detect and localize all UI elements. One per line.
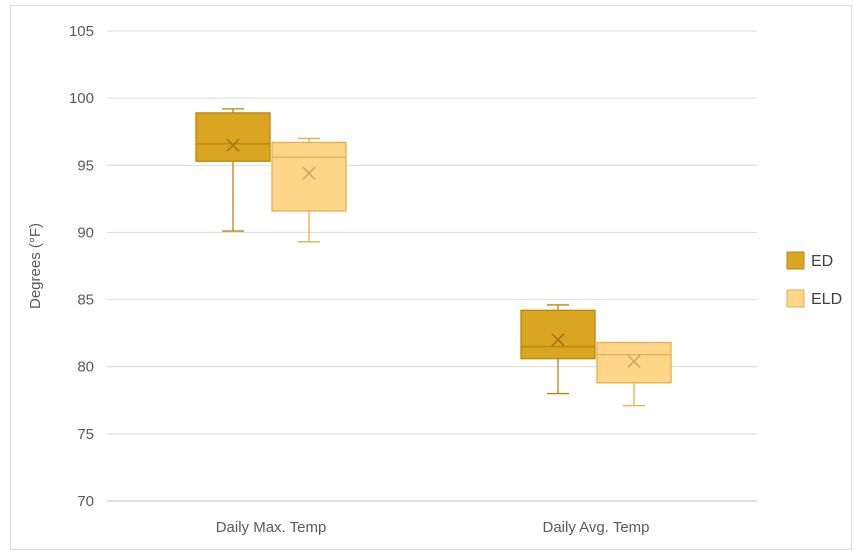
box-iqr (271, 141, 347, 212)
legend-swatch-ed (786, 251, 805, 270)
mean-marker (302, 166, 316, 180)
y-tick-label: 75 (77, 426, 94, 443)
box-eld (271, 137, 347, 243)
x-tick-label: Daily Avg. Temp (543, 519, 650, 536)
box-iqr (596, 341, 672, 384)
x-tick-label: Daily Max. Temp (216, 519, 327, 536)
mean-marker (226, 138, 240, 152)
chart-area (10, 5, 852, 550)
legend: ED ELD (786, 251, 842, 308)
y-axis-ticks: 70 75 80 85 90 95 100 105 (69, 23, 94, 510)
y-tick-label: 85 (77, 292, 94, 309)
y-tick-label: 70 (77, 493, 94, 510)
y-tick-label: 90 (77, 224, 94, 241)
y-tick-label: 95 (77, 157, 94, 174)
box-ed (520, 304, 596, 395)
y-axis-title: Degrees (°F) (27, 223, 44, 309)
boxes (195, 108, 672, 407)
legend-swatch-eld (786, 289, 805, 308)
mean-marker (627, 354, 641, 368)
legend-label-ed: ED (811, 253, 833, 270)
x-axis-ticks: Daily Max. Temp Daily Avg. Temp (216, 519, 650, 536)
box-iqr (520, 309, 596, 360)
box-eld (596, 341, 672, 407)
box-iqr (195, 112, 271, 162)
legend-label-eld: ELD (811, 291, 842, 308)
y-tick-label: 105 (69, 23, 94, 40)
mean-marker (551, 333, 565, 347)
y-tick-label: 80 (77, 359, 94, 376)
gridlines (107, 30, 757, 502)
y-tick-label: 100 (69, 90, 94, 107)
box-ed (195, 108, 271, 232)
